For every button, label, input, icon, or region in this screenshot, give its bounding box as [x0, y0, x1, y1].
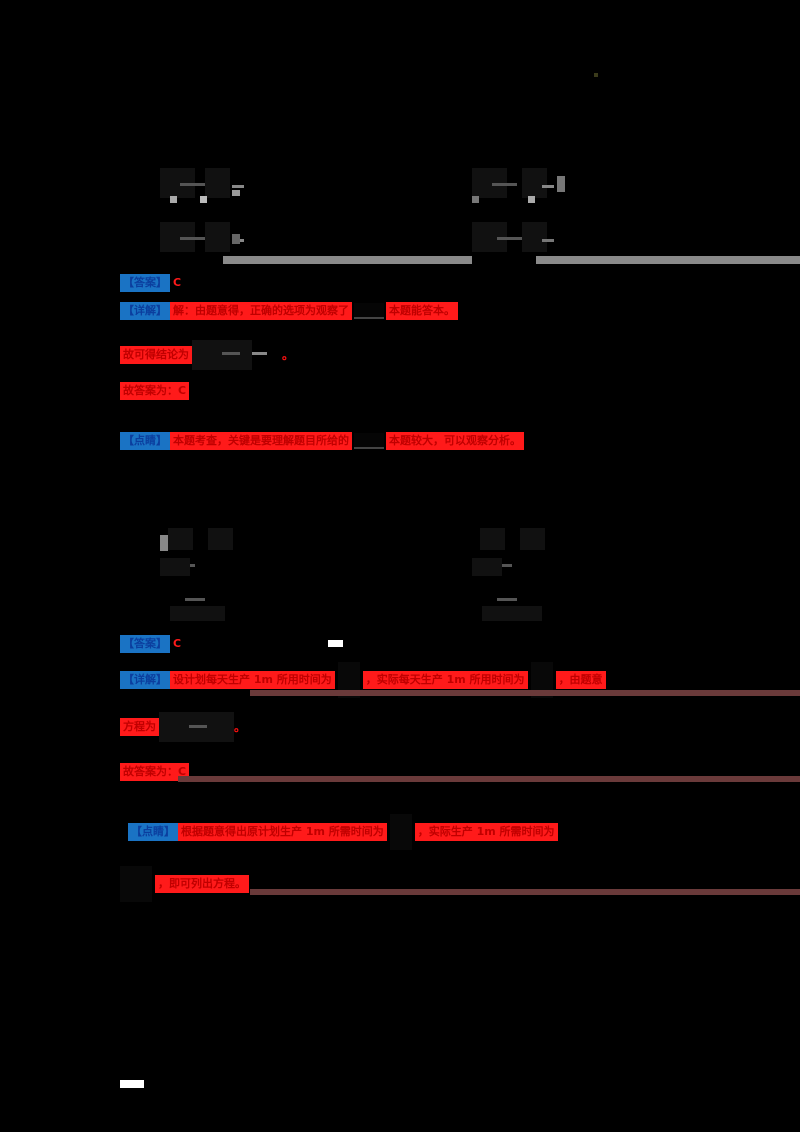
q1-commentary-line: 【点睛】 本题考查，关键是要理解题目所给的 本题较大，可以观察分析。	[120, 431, 524, 451]
conclusion: 故答案为：C	[120, 382, 190, 400]
equation-formula	[159, 712, 234, 742]
underline	[250, 889, 800, 895]
answer-value: C	[170, 635, 185, 653]
result-formula	[192, 340, 282, 370]
underline	[178, 776, 800, 782]
fraction-formula	[389, 814, 412, 850]
underline	[250, 690, 800, 696]
commentary-text: 本题考查，关键是要理解题目所给的	[170, 432, 352, 450]
q1-answer-line: 【答案】 C	[120, 273, 185, 293]
equation-suffix: 。	[234, 720, 247, 734]
commentary-text: ，实际生产 1m 所需时间为	[414, 823, 558, 841]
q1-conclusion-line: 故答案为：C	[120, 381, 190, 401]
equation-prefix: 方程为	[120, 718, 159, 736]
q2-answer-line: 【答案】 C	[120, 634, 185, 654]
divider	[223, 256, 472, 264]
option-a-formula	[160, 528, 240, 623]
analysis-text: 本题能答本。	[386, 302, 458, 320]
divider	[536, 256, 800, 264]
result-suffix: 。	[282, 348, 295, 362]
option-b-formula	[472, 168, 572, 208]
option-b-formula	[472, 528, 552, 623]
q2-equation-line: 方程为 。	[120, 712, 246, 742]
fraction-formula	[530, 662, 553, 698]
q1-result-line: 故可得结论为 。	[120, 340, 294, 370]
option-d-formula	[472, 222, 572, 262]
answer-label: 【答案】	[120, 274, 170, 292]
analysis-text: 设计划每天生产 1m 所用时间为	[170, 671, 335, 689]
answer-label: 【答案】	[120, 635, 170, 653]
q1-analysis-line: 【详解】 解：由题意得，正确的选项为观察了 本题能答本。	[120, 301, 458, 321]
inline-formula	[354, 303, 384, 319]
q2-analysis-line: 【详解】 设计划每天生产 1m 所用时间为 ，实际每天生产 1m 所用时间为 ，…	[120, 662, 606, 698]
analysis-label: 【详解】	[120, 671, 170, 689]
analysis-label: 【详解】	[120, 302, 170, 320]
commentary-label: 【点睛】	[120, 432, 170, 450]
answer-value: C	[170, 274, 185, 292]
conclusion: 故答案为：C	[120, 763, 190, 781]
commentary-label: 【点睛】	[128, 823, 178, 841]
q2-commentary-line-2: ，即可列出方程。	[120, 866, 249, 902]
analysis-text: ，实际每天生产 1m 所用时间为	[362, 671, 528, 689]
q2-conclusion-line: 故答案为：C	[120, 762, 190, 782]
fraction-formula	[120, 866, 152, 902]
fraction-formula	[337, 662, 360, 698]
header-mark	[594, 73, 598, 77]
option-a-formula	[160, 168, 250, 208]
marker-box	[328, 640, 343, 647]
page-footer-marker	[120, 1080, 144, 1088]
q2-commentary-line: 【点睛】 根据题意得出原计划生产 1m 所需时间为 ，实际生产 1m 所需时间为	[128, 814, 558, 850]
inline-formula	[354, 433, 384, 449]
commentary-text: ，即可列出方程。	[155, 875, 249, 893]
analysis-text: 解：由题意得，正确的选项为观察了	[170, 302, 352, 320]
commentary-text: 本题较大，可以观察分析。	[386, 432, 524, 450]
analysis-text: ，由题意	[555, 671, 606, 689]
commentary-text: 根据题意得出原计划生产 1m 所需时间为	[178, 823, 387, 841]
result-prefix: 故可得结论为	[120, 346, 192, 364]
option-c-formula	[160, 222, 250, 262]
